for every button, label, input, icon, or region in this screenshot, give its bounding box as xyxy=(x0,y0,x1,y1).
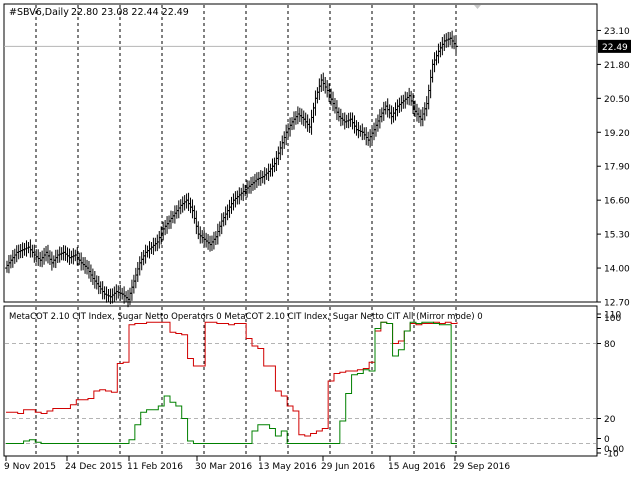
time-axis-label: 15 Aug 2016 xyxy=(388,462,446,472)
symbol-label: #SBV6,Daily xyxy=(9,7,69,18)
current-price-label: 22.49 xyxy=(602,43,628,53)
price-period-separators xyxy=(35,5,457,301)
price-window[interactable]: #SBV6,Daily 22.80 23.08 22.44 22.49 xyxy=(3,3,598,308)
indicator-tick-label: 20 xyxy=(604,415,616,425)
price-bar xyxy=(454,35,459,55)
price-axis-ticks: 23.10 21.80 20.50 19.20 17.90 16.60 15.30 14.00… xyxy=(597,27,630,309)
price-tick-label: 19.20 xyxy=(604,129,630,139)
time-axis-label: 11 Feb 2016 xyxy=(127,462,183,472)
time-axis-label: 13 May 2016 xyxy=(258,462,317,472)
price-tick-label: 12.70 xyxy=(604,299,630,309)
price-axis[interactable]: 23.10 21.80 20.50 19.20 17.90 16.60 15.30 14.00… xyxy=(596,4,631,309)
price-tick-label: 16.60 xyxy=(604,197,630,207)
price-tick-label: 17.90 xyxy=(604,163,630,173)
price-tick-label: 15.30 xyxy=(604,231,630,241)
indicator-tick-label: 0 xyxy=(604,435,610,445)
indicator-tick-label: -10 xyxy=(604,450,619,460)
indicator-tick-label: 110 xyxy=(604,311,621,321)
indicator-title: MetaCOT 2.10 CIT Index, Sugar Netto Oper… xyxy=(9,312,483,322)
netto-cit-all-line xyxy=(6,321,457,444)
price-tick-label: 21.80 xyxy=(604,61,630,71)
ohlc-values: 22.80 23.08 22.44 22.49 xyxy=(71,7,189,18)
time-axis-label: 9 Nov 2015 xyxy=(4,462,56,472)
price-tick-label: 23.10 xyxy=(604,27,630,37)
time-axis-label: 29 Jun 2016 xyxy=(321,462,375,472)
indicator-tick-label: 80 xyxy=(604,340,616,350)
indicator-tick-label: 100 xyxy=(604,314,621,324)
shift-marker-icon[interactable] xyxy=(474,5,481,9)
price-tick-label: 14.00 xyxy=(604,265,630,275)
indicator-window[interactable]: MetaCOT 2.10 CIT Index, Sugar Netto Oper… xyxy=(3,305,598,457)
indicator-tick-label: 0.00 xyxy=(604,445,624,455)
time-axis[interactable]: 9 Nov 2015 24 Dec 2015 11 Feb 2016 30 Mar 2… xyxy=(4,456,510,472)
price-tick-label: 20.50 xyxy=(604,95,630,105)
time-axis-label: 24 Dec 2015 xyxy=(65,462,123,472)
time-axis-label: 30 Mar 2016 xyxy=(195,462,252,472)
time-axis-label: 29 Sep 2016 xyxy=(453,462,510,472)
price-bars xyxy=(4,30,459,308)
current-price-badge xyxy=(598,39,631,53)
